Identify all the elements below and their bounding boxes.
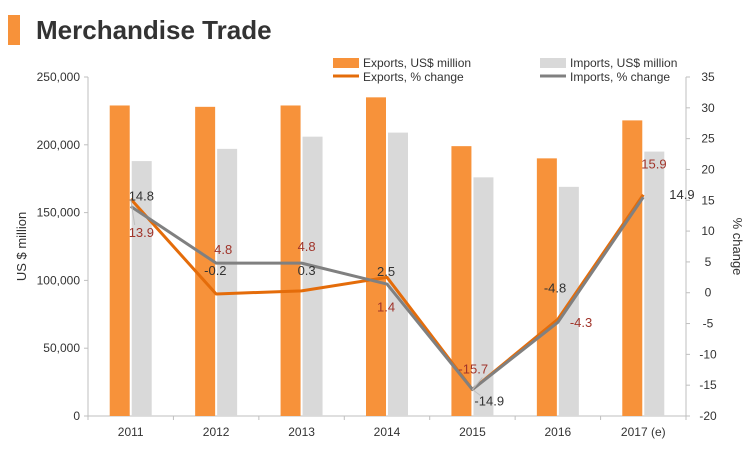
data-label-exports-change: -15.7 xyxy=(458,361,488,376)
bar-imports xyxy=(302,136,323,416)
y-tick-label-left: 200,000 xyxy=(37,138,81,152)
y-tick-label-right: -10 xyxy=(699,347,717,361)
data-label-imports-change: -0.2 xyxy=(204,263,226,278)
y-tick-label-left: 50,000 xyxy=(43,341,80,355)
legend-label: Exports, % change xyxy=(363,70,464,84)
bar-exports xyxy=(109,105,130,416)
y-tick-label-right: 30 xyxy=(701,101,715,115)
x-tick-label: 2011 xyxy=(118,425,144,439)
legend-label: Imports, % change xyxy=(570,70,670,84)
data-label-exports-change: 15.9 xyxy=(641,157,666,172)
x-tick-label: 2013 xyxy=(288,425,315,439)
bar-imports xyxy=(131,161,152,416)
bar-imports xyxy=(217,148,238,417)
y-tick-label-right: -20 xyxy=(699,409,717,423)
title-bar: Merchandise Trade xyxy=(8,14,272,46)
data-label-imports-change: 14.8 xyxy=(129,188,154,203)
data-label-exports-change: -4.3 xyxy=(570,315,592,330)
bar-exports xyxy=(366,97,386,416)
legend-label: Imports, US$ million xyxy=(570,56,677,70)
x-tick-label: 2017 (e) xyxy=(621,425,666,439)
bar-imports xyxy=(644,151,665,416)
y-tick-label-right: -15 xyxy=(699,378,717,392)
bar-exports xyxy=(280,105,301,416)
bar-exports xyxy=(195,106,216,416)
x-tick-label: 2015 xyxy=(459,425,486,439)
y-tick-label-right: -5 xyxy=(703,317,714,331)
leader-line xyxy=(130,198,136,226)
data-label-imports-change: 2.5 xyxy=(377,264,395,279)
leader-line xyxy=(472,377,483,390)
data-label-imports-change: -4.8 xyxy=(544,280,566,295)
y-tick-label-left: 100,000 xyxy=(37,273,81,287)
y-tick-label-right: 35 xyxy=(701,70,715,84)
x-tick-label: 2016 xyxy=(545,425,572,439)
legend-label: Exports, US$ million xyxy=(363,56,471,70)
line-exports-change xyxy=(129,193,645,391)
leader-line xyxy=(472,389,481,396)
legend-swatch xyxy=(540,58,566,68)
data-label-imports-change: -14.9 xyxy=(474,393,504,408)
bar-exports xyxy=(536,158,557,417)
data-label-exports-change: 13.9 xyxy=(129,225,154,240)
x-tick-label: 2012 xyxy=(203,425,230,439)
y-tick-label-right: 5 xyxy=(705,255,712,269)
x-tick-label: 2014 xyxy=(374,425,401,439)
data-label-imports-change: 0.3 xyxy=(298,263,316,278)
bar-imports xyxy=(388,132,408,416)
bar-exports xyxy=(451,146,472,416)
legend-swatch xyxy=(333,58,359,68)
y-tick-label-right: 20 xyxy=(701,162,715,176)
y-tick-label-left: 0 xyxy=(73,409,80,423)
line-imports-change xyxy=(129,196,645,391)
y-axis-title-right: % change xyxy=(730,218,745,276)
title-accent-bar xyxy=(8,15,20,45)
bar-exports xyxy=(622,120,643,416)
data-label-imports-change: 14.9 xyxy=(669,187,694,202)
y-tick-label-left: 250,000 xyxy=(37,70,81,84)
y-tick-label-right: 0 xyxy=(705,286,712,300)
y-tick-label-right: 10 xyxy=(701,224,715,238)
y-tick-label-left: 150,000 xyxy=(37,206,81,220)
data-label-exports-change: 4.8 xyxy=(298,239,316,254)
data-label-exports-change: 4.8 xyxy=(214,242,232,257)
data-label-exports-change: 1.4 xyxy=(377,299,395,314)
y-tick-label-right: 15 xyxy=(701,193,715,207)
bar-imports xyxy=(473,177,494,416)
y-axis-title-left: US $ million xyxy=(14,212,29,281)
page-title: Merchandise Trade xyxy=(36,14,272,45)
y-tick-label-right: 25 xyxy=(701,132,715,146)
